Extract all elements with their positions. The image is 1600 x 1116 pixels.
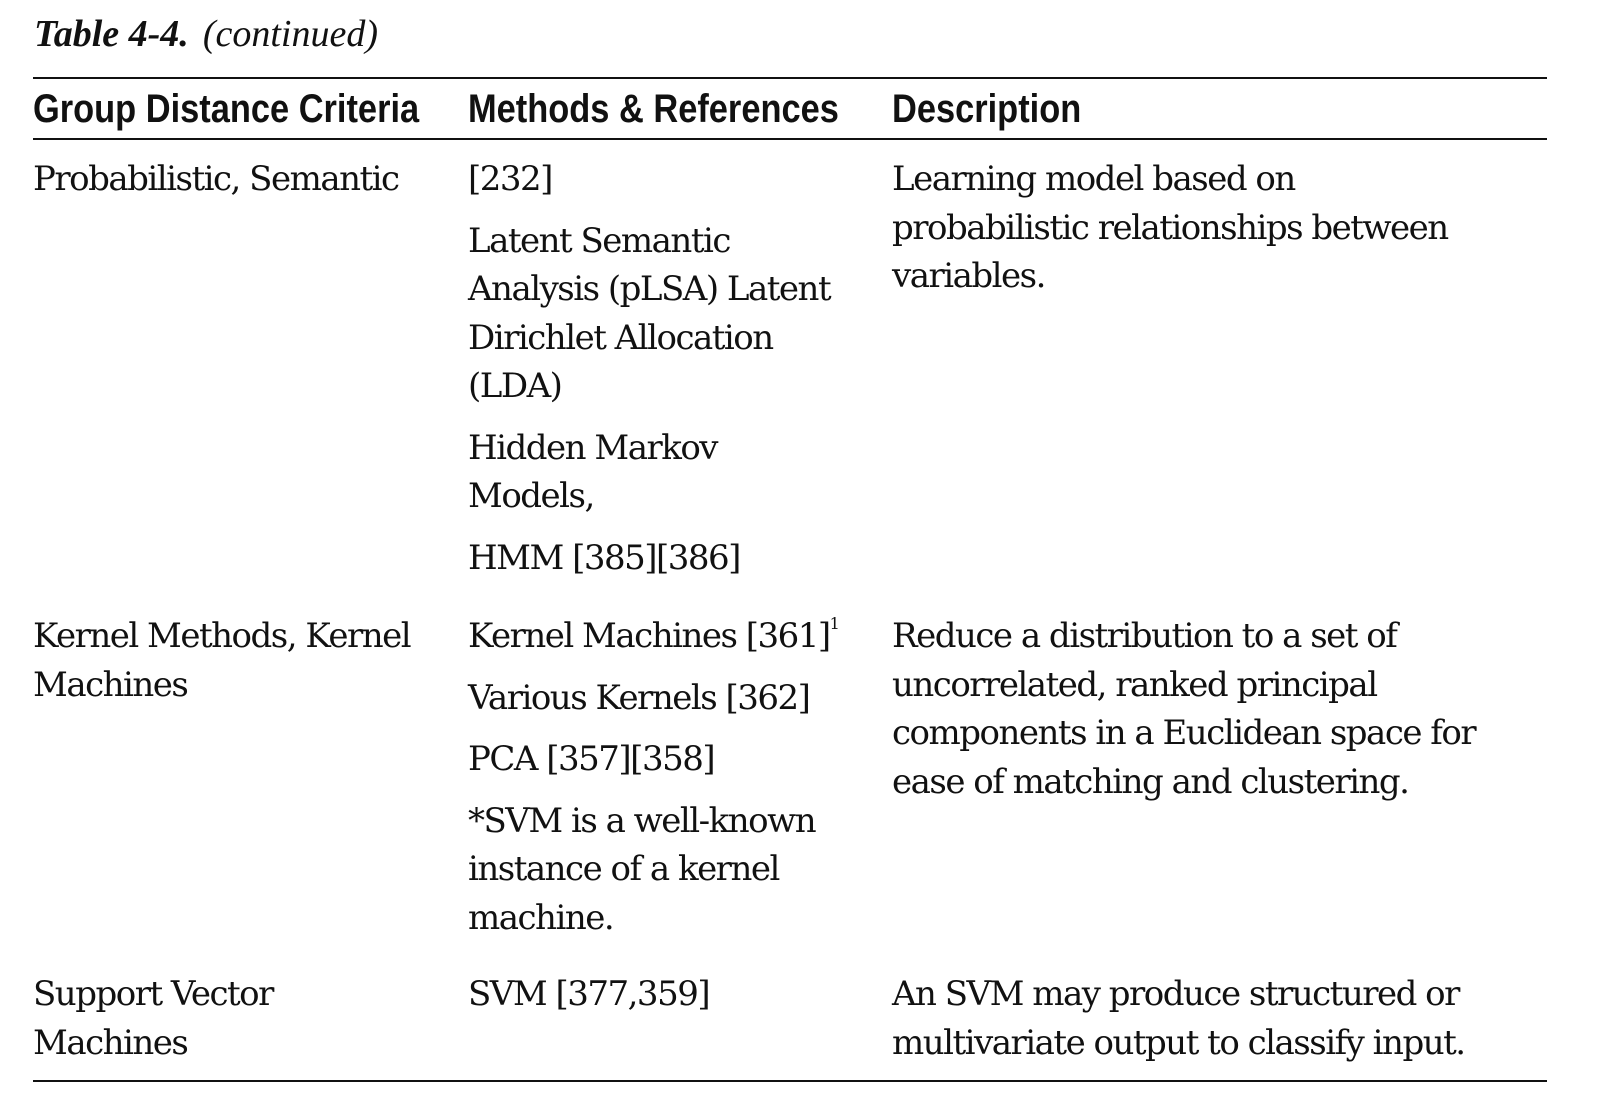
method-text: Kernel Machines [361]	[468, 616, 831, 656]
row-2-methods: Kernel Machines [361]1 Various Kernels […	[468, 612, 840, 955]
row-3-criteria-line: Machines	[33, 1022, 189, 1063]
method-line: machine.	[468, 897, 615, 938]
method-line: Latent Semantic	[468, 220, 731, 261]
table-caption: Table 4-4. (continued)	[34, 10, 378, 58]
description-line: probabilistic relationships between	[892, 207, 1449, 248]
method-line: (LDA)	[468, 366, 563, 406]
row-1-method-item: HMM [385][386]	[468, 534, 830, 583]
row-2-method-item: PCA [357][358]	[468, 735, 840, 784]
method-line: PCA [357][358]	[468, 739, 716, 779]
description-line: ease of matching and clustering.	[892, 761, 1410, 802]
method-line: Various Kernels [362]	[468, 677, 811, 718]
method-line: Hidden Markov	[468, 427, 719, 468]
row-3-method-item: SVM [377,359]	[468, 970, 711, 1019]
description-line: Reduce a distribution to a set of	[892, 616, 1398, 656]
footnote-marker: 1	[829, 614, 840, 633]
row-1-method-item: Latent Semantic Analysis (pLSA) Latent D…	[468, 217, 832, 411]
caption-continued: (continued)	[202, 13, 378, 55]
method-line: Analysis (pLSA) Latent	[468, 269, 832, 309]
row-3-description: An SVM may produce structured or multiva…	[892, 970, 1466, 1067]
row-2-method-item: Kernel Machines [361]1	[468, 612, 840, 661]
row-1-description: Learning model based on probabilistic re…	[892, 155, 1449, 301]
row-2-method-item: Various Kernels [362]	[468, 674, 840, 723]
row-3-criteria-line: Support Vector	[33, 974, 274, 1014]
method-line: Dirichlet Allocation	[468, 317, 774, 358]
header-group-distance-criteria: Group Distance Criteria	[33, 87, 420, 131]
row-1-criteria: Probabilistic, Semantic	[33, 155, 400, 204]
row-2-criteria: Kernel Methods, Kernel Machines	[33, 612, 412, 709]
description-line: components in a Euclidean space for	[892, 713, 1477, 753]
row-1-method-item: Hidden Markov Models,	[468, 424, 830, 521]
caption-label: Table 4-4.	[34, 13, 189, 55]
method-line: HMM [385][386]	[468, 537, 741, 578]
method-line: [232]	[468, 159, 553, 199]
description-line: uncorrelated, ranked principal	[892, 664, 1378, 705]
row-1-criteria-line: Probabilistic, Semantic	[33, 159, 400, 199]
row-2-description: Reduce a distribution to a set of uncorr…	[892, 612, 1477, 806]
method-line: SVM [377,359]	[468, 974, 711, 1014]
row-1-methods: [232] Latent Semantic Analysis (pLSA) La…	[468, 155, 832, 595]
description-line: Learning model based on	[892, 159, 1296, 199]
row-2-method-item: *SVM is a well-known instance of a kerne…	[468, 797, 840, 943]
method-line: instance of a kernel	[468, 849, 780, 889]
description-line: variables.	[892, 256, 1046, 296]
header-description: Description	[892, 87, 1082, 131]
row-3-criteria: Support Vector Machines	[33, 970, 274, 1067]
method-line: *SVM is a well-known	[468, 800, 817, 841]
row-2-criteria-line: Machines	[33, 664, 189, 705]
row-1-method-item: [232]	[468, 155, 830, 204]
header-rule	[33, 138, 1547, 140]
method-line: Kernel Machines [361]1	[468, 612, 840, 661]
top-rule	[33, 77, 1547, 79]
description-line: An SVM may produce structured or	[892, 974, 1460, 1014]
bottom-rule	[33, 1080, 1547, 1082]
method-line: Models,	[468, 476, 595, 516]
row-3-methods: SVM [377,359]	[468, 970, 711, 1032]
row-2-criteria-line: Kernel Methods, Kernel	[33, 616, 412, 656]
header-methods-references: Methods & References	[468, 87, 839, 131]
description-line: multivariate output to classify input.	[892, 1022, 1466, 1063]
